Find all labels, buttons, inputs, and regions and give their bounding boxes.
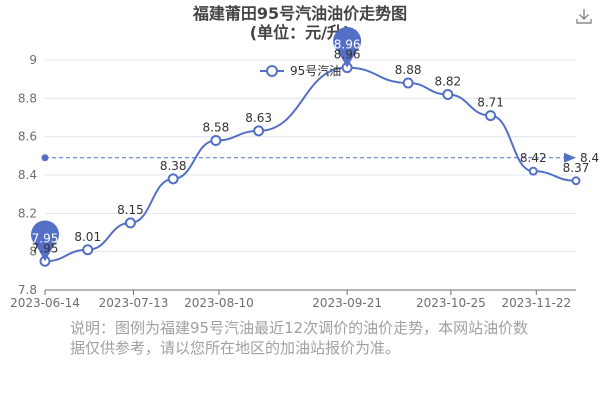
data-point xyxy=(528,166,538,176)
chart-note: 说明：图例为福建95号汽油最近12次调价的油价走势，本网站油价数据仅供参考，请以… xyxy=(70,319,529,357)
legend-marker-swatch xyxy=(266,65,278,77)
data-label: 8.88 xyxy=(395,63,422,77)
data-point xyxy=(485,110,497,122)
data-label: 8.01 xyxy=(74,230,101,244)
data-point xyxy=(124,217,136,229)
data-label: 8.96 xyxy=(334,48,361,62)
max-pin xyxy=(333,26,362,68)
data-label: 8.42 xyxy=(520,151,547,165)
y-tick-label: 8.2 xyxy=(18,206,37,220)
data-point xyxy=(402,77,414,89)
x-tick-label: 2023-10-25 xyxy=(416,296,486,310)
average-line-arrow xyxy=(564,152,576,163)
y-tick-label: 8.6 xyxy=(18,130,37,144)
x-tick-label: 2023-09-21 xyxy=(312,296,382,310)
download-icon[interactable] xyxy=(574,6,594,26)
x-tick-label: 2023-06-14 xyxy=(10,296,80,310)
data-label-group: 7.95 8.01 8.15 8.38 8.58 8.63 8.96 8.88 8.82 8.71… xyxy=(32,48,590,256)
data-label: 8.15 xyxy=(117,203,144,217)
y-tick-label: 8 xyxy=(29,245,37,259)
data-point xyxy=(82,244,94,256)
data-point xyxy=(253,125,265,137)
y-tick-label: 9 xyxy=(29,53,37,67)
y-tick-label: 8.8 xyxy=(18,91,37,105)
chart-subtitle: (单位：元/升) xyxy=(250,23,350,42)
max-pin-label: 8.96 xyxy=(334,38,361,52)
data-point xyxy=(442,89,454,100)
min-pin xyxy=(31,220,60,262)
average-line-start-dot xyxy=(41,154,49,162)
x-tick-label: 2023-11-22 xyxy=(501,296,571,310)
data-label: 8.58 xyxy=(203,121,230,135)
data-point xyxy=(167,173,179,185)
data-point xyxy=(210,135,222,146)
legend-label: 95号汽油 xyxy=(290,63,341,78)
x-tick-label: 2023-07-13 xyxy=(99,296,169,310)
data-label: 8.71 xyxy=(477,96,504,110)
chart-title: 福建莆田95号汽油油价走势图 xyxy=(192,4,407,23)
data-label: 8.38 xyxy=(160,159,187,173)
x-tick-label: 2023-08-10 xyxy=(184,296,254,310)
y-tick-label: 7.8 xyxy=(18,283,37,297)
data-point xyxy=(571,176,581,186)
data-label: 8.82 xyxy=(434,75,461,89)
pin-group: 7.95 8.96 xyxy=(31,26,362,262)
average-line-group: 8.49 xyxy=(41,151,600,165)
data-label: 7.95 xyxy=(32,241,59,255)
series-group xyxy=(39,62,581,267)
grid-layer: 7.8 8 8.2 8.4 8.6 8.8 9 2023-06-14 2023-07-13 202… xyxy=(10,53,576,310)
data-label: 8.37 xyxy=(563,161,590,175)
data-label: 8.63 xyxy=(245,111,272,125)
legend[interactable]: 95号汽油 xyxy=(260,63,341,78)
y-tick-label: 8.4 xyxy=(18,168,37,182)
average-line-label: 8.49 xyxy=(580,151,600,165)
min-pin-label: 7.95 xyxy=(32,231,59,245)
